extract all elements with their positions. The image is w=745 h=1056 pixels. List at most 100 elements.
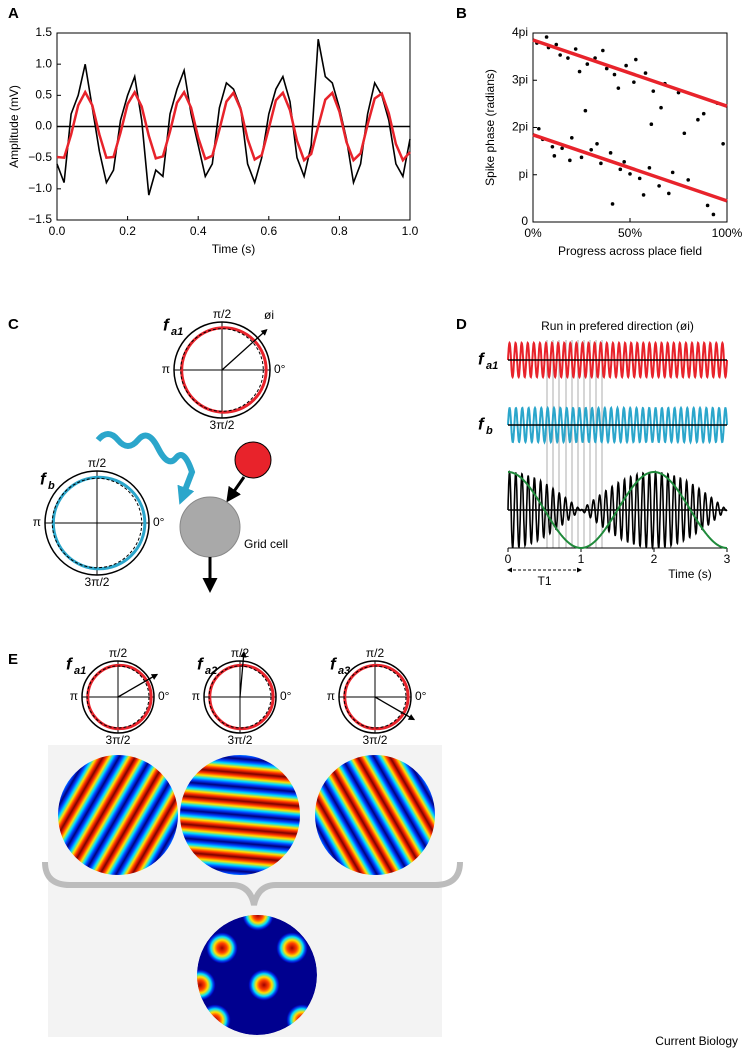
brace xyxy=(42,861,463,906)
x-tick-label: 100% xyxy=(712,226,743,240)
phase-ring xyxy=(343,663,410,731)
x-tick-label: 0.0 xyxy=(49,224,66,238)
dial-label: π/2 xyxy=(366,646,385,660)
spike-point xyxy=(705,203,710,208)
y-tick-label: 0 xyxy=(521,214,528,228)
dial-label: π/2 xyxy=(88,456,107,470)
panel-label: D xyxy=(456,316,467,333)
dial-label: π xyxy=(33,515,41,529)
spike-point xyxy=(632,80,636,84)
spike-point xyxy=(634,57,638,62)
y-axis-label: Spike phase (radians) xyxy=(483,69,497,186)
panel-label: C xyxy=(8,316,19,333)
symbol-label: f xyxy=(163,315,171,334)
spike-point xyxy=(604,66,609,71)
reference-ring xyxy=(343,665,407,729)
spike-point xyxy=(558,53,562,57)
dial-label: π xyxy=(162,362,170,376)
dial-label: 3π/2 xyxy=(228,733,253,747)
spike-point xyxy=(711,212,716,217)
spike-point xyxy=(589,148,593,152)
spike-point xyxy=(585,62,590,66)
y-axis-label: Amplitude (mV) xyxy=(7,85,21,168)
x-tick-label: 2 xyxy=(651,552,658,566)
dial-label: 3π/2 xyxy=(85,575,110,589)
y-tick-label: pi xyxy=(519,167,528,181)
spike-point xyxy=(552,154,557,158)
direction-arrow xyxy=(239,650,247,698)
phase-ring xyxy=(208,663,275,731)
dial-label: π xyxy=(192,689,200,703)
spike-point xyxy=(616,86,621,90)
spike-point xyxy=(657,184,661,188)
panel-label: A xyxy=(8,5,19,22)
x-tick-label: 0.2 xyxy=(119,224,136,238)
direction-arrow xyxy=(221,328,268,371)
reference-ring xyxy=(51,477,143,569)
regression-line xyxy=(532,133,728,203)
spike-point xyxy=(686,178,690,182)
spike-point xyxy=(721,141,725,146)
spike-point xyxy=(670,170,675,175)
direction-arrow xyxy=(374,696,416,721)
y-tick-label: 1.0 xyxy=(35,56,52,70)
spike-point xyxy=(612,72,617,77)
dial-label: 0° xyxy=(274,362,286,376)
oscillation xyxy=(507,405,728,445)
input-arrow xyxy=(95,431,196,505)
spike-point xyxy=(593,56,597,60)
credit: Current Biology xyxy=(655,1034,738,1048)
spike-point xyxy=(599,161,603,166)
y-tick-label: 4pi xyxy=(512,25,528,39)
y-tick-label: −1.5 xyxy=(28,212,52,226)
dial-label: 3π/2 xyxy=(363,733,388,747)
x-tick-label: 50% xyxy=(618,226,642,240)
spike-point xyxy=(573,47,578,51)
reference-ring xyxy=(86,665,150,729)
dial-label: 0° xyxy=(415,689,427,703)
dial-label: 3π/2 xyxy=(210,418,235,432)
dial-label: 0° xyxy=(158,689,170,703)
symbol-subscript: b xyxy=(48,480,55,492)
spike-point xyxy=(608,151,613,155)
spike-point xyxy=(618,167,623,172)
symbol-label: f xyxy=(330,654,338,673)
plot-frame xyxy=(532,32,728,223)
spike-point xyxy=(624,63,628,68)
x-tick-label: 0.4 xyxy=(190,224,207,238)
spike-point xyxy=(647,166,652,170)
symbol-label: f xyxy=(478,349,486,368)
spike-point xyxy=(601,48,605,53)
symbol-subscript: a3 xyxy=(338,665,350,677)
y-tick-label: 2pi xyxy=(512,120,528,134)
spike-point xyxy=(651,89,656,93)
interval-label: T1 xyxy=(537,574,551,588)
input-cell xyxy=(234,441,272,479)
spike-point xyxy=(622,160,626,164)
dial-label: π/2 xyxy=(109,646,128,660)
spike-point xyxy=(610,202,615,206)
panel-label: B xyxy=(456,5,467,22)
grid-cell-label: Grid cell xyxy=(244,537,288,551)
y-tick-label: 1.5 xyxy=(35,25,52,39)
phase-ring xyxy=(180,326,268,414)
x-axis-label: Progress across place field xyxy=(558,244,702,258)
x-tick-label: 0.8 xyxy=(331,224,348,238)
x-axis-label: Time (s) xyxy=(212,242,256,256)
x-tick-label: 1 xyxy=(578,552,585,566)
trace xyxy=(56,89,411,163)
spike-point xyxy=(568,158,572,163)
spike-point xyxy=(682,131,687,136)
dial-label: 0° xyxy=(280,689,292,703)
spike-point xyxy=(628,172,632,176)
panel-label: E xyxy=(8,651,18,668)
x-tick-label: 0.6 xyxy=(260,224,277,238)
spike-point xyxy=(649,122,654,127)
dial-label: 3π/2 xyxy=(106,733,131,747)
y-tick-label: 0.5 xyxy=(35,88,52,102)
x-axis-label: Time (s) xyxy=(668,567,712,581)
spike-point xyxy=(696,117,700,122)
y-tick-label: 0.0 xyxy=(35,119,52,133)
chart-title: Run in prefered direction (øi) xyxy=(541,319,694,333)
